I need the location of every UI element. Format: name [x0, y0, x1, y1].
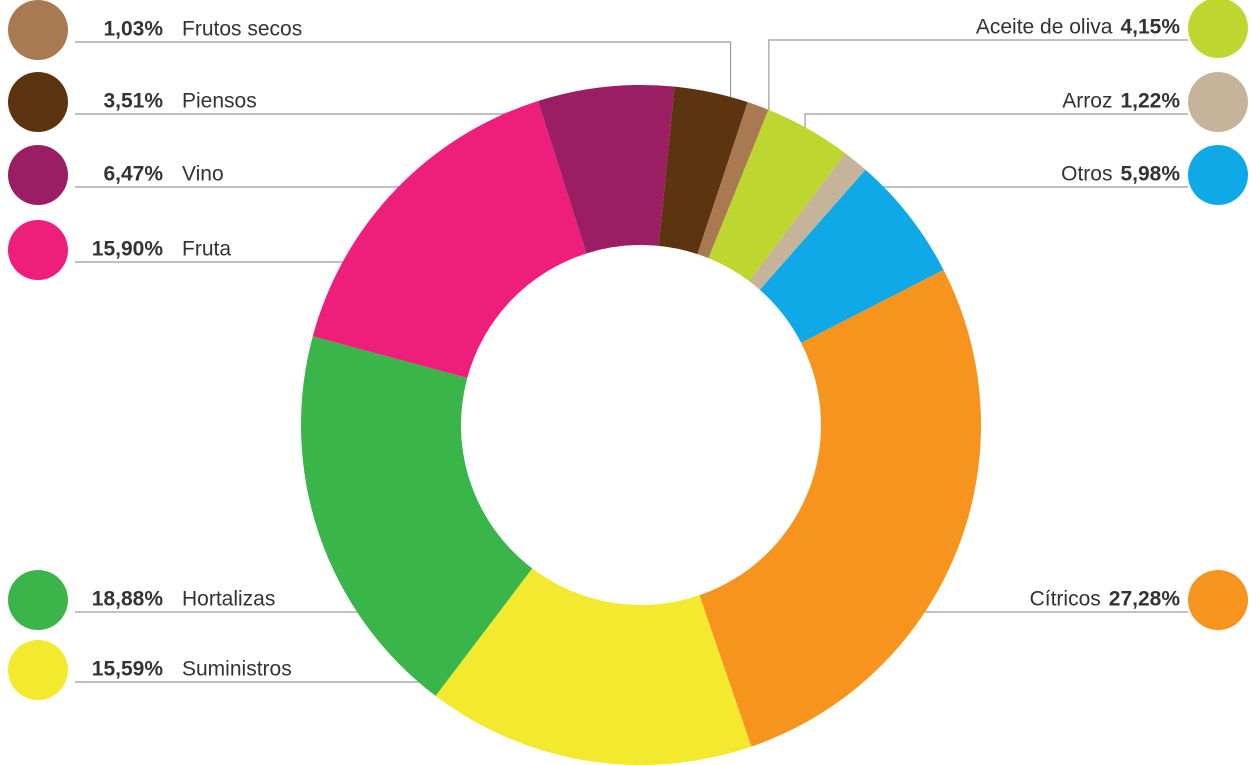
value-label: 15,90%: [92, 238, 164, 261]
value-label: 27,28%: [1109, 588, 1181, 611]
category-icon: [8, 0, 68, 60]
value-label: 5,98%: [1120, 163, 1180, 186]
value-label: 4,15%: [1120, 16, 1180, 39]
category-label: Piensos: [182, 90, 257, 113]
category-icon: [8, 570, 68, 630]
category-icon: [8, 72, 68, 132]
value-label: 6,47%: [103, 163, 163, 186]
category-label: Otros: [1061, 163, 1112, 186]
value-label: 18,88%: [92, 588, 164, 611]
category-label: Aceite de oliva: [976, 16, 1113, 39]
category-label: Cítricos: [1030, 588, 1101, 611]
slice: [759, 169, 944, 343]
slice: [699, 269, 981, 747]
category-label: Arroz: [1062, 90, 1112, 113]
category-icon: [8, 640, 68, 700]
category-label: Fruta: [182, 238, 231, 261]
category-icon: [8, 220, 68, 280]
category-icon: [1188, 72, 1248, 132]
slice: [312, 100, 587, 379]
slice: [658, 86, 748, 255]
slice: [435, 568, 752, 765]
category-label: Vino: [182, 163, 224, 186]
value-label: 1,03%: [103, 18, 163, 41]
category-label: Suministros: [182, 658, 292, 681]
category-icon: [1188, 570, 1248, 630]
category-icon: [1188, 145, 1248, 205]
slice: [749, 153, 866, 290]
slice: [708, 109, 846, 282]
slice: [697, 102, 769, 259]
slice: [301, 336, 533, 696]
category-icon: [8, 145, 68, 205]
category-label: Hortalizas: [182, 588, 275, 611]
value-label: 1,22%: [1120, 90, 1180, 113]
value-label: 3,51%: [103, 90, 163, 113]
value-label: 15,59%: [92, 658, 164, 681]
slice: [538, 85, 675, 254]
category-label: Frutos secos: [182, 18, 302, 41]
category-icon: [1188, 0, 1248, 58]
